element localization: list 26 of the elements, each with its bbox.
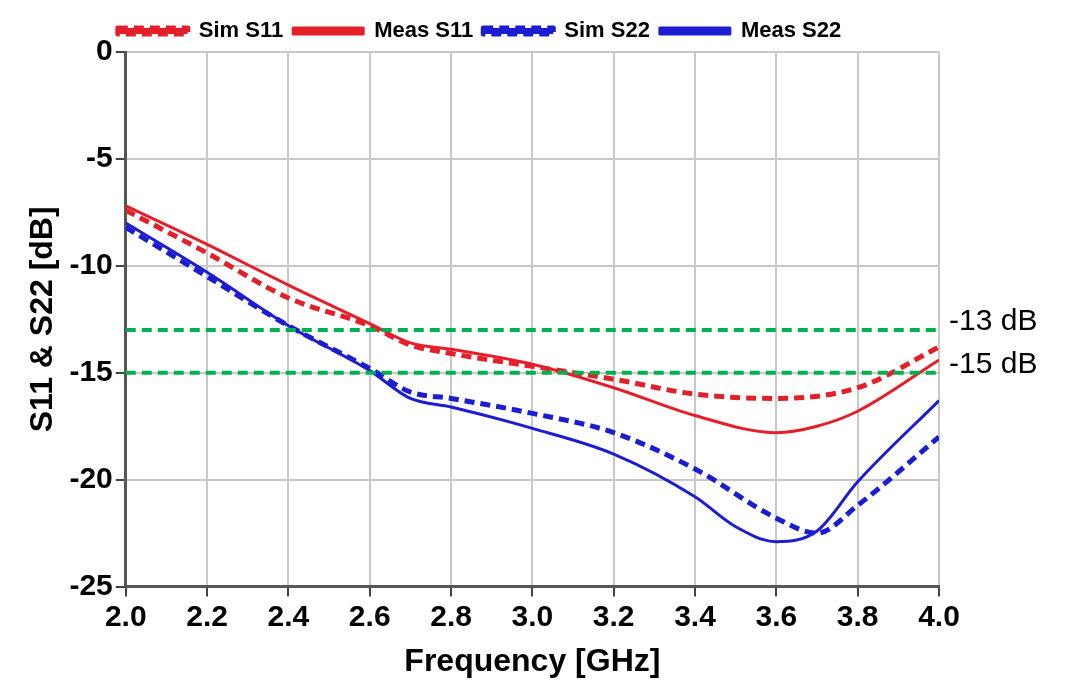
- x-tick-label: 3.4: [674, 598, 717, 632]
- legend-label: Meas S11: [374, 17, 474, 43]
- y-tick-label: -20: [69, 460, 113, 494]
- x-tick-label: 3.6: [755, 598, 798, 632]
- line-series: [125, 204, 939, 435]
- x-tick-label: 2.2: [186, 598, 228, 632]
- y-tick-label: -10: [69, 247, 113, 281]
- ref-line-label: -13 dB: [949, 303, 1038, 337]
- x-tick-label: 2.6: [348, 598, 391, 632]
- x-tick-label: 3.8: [836, 598, 879, 632]
- y-axis-title: S11 & S22 [dB]: [23, 206, 60, 433]
- x-axis-title: Frequency [GHz]: [404, 641, 661, 678]
- y-tick-label: -15: [69, 354, 113, 388]
- y-tick-label: -25: [69, 567, 113, 601]
- y-tick-label: -5: [86, 140, 113, 174]
- legend-label: Sim S22: [564, 17, 650, 43]
- y-tick-label: 0: [96, 33, 113, 67]
- x-tick-label: 2.0: [104, 598, 147, 632]
- x-tick-label: 3.0: [511, 598, 554, 632]
- x-tick-label: 3.2: [592, 598, 635, 632]
- x-tick-label: 4.0: [918, 598, 960, 632]
- ref-line-label: -15 dB: [949, 346, 1038, 380]
- x-tick-label: 2.4: [267, 598, 310, 632]
- x-tick-label: 2.8: [430, 598, 472, 632]
- legend-label: Sim S11: [198, 17, 284, 43]
- legend-label: Meas S22: [740, 17, 842, 43]
